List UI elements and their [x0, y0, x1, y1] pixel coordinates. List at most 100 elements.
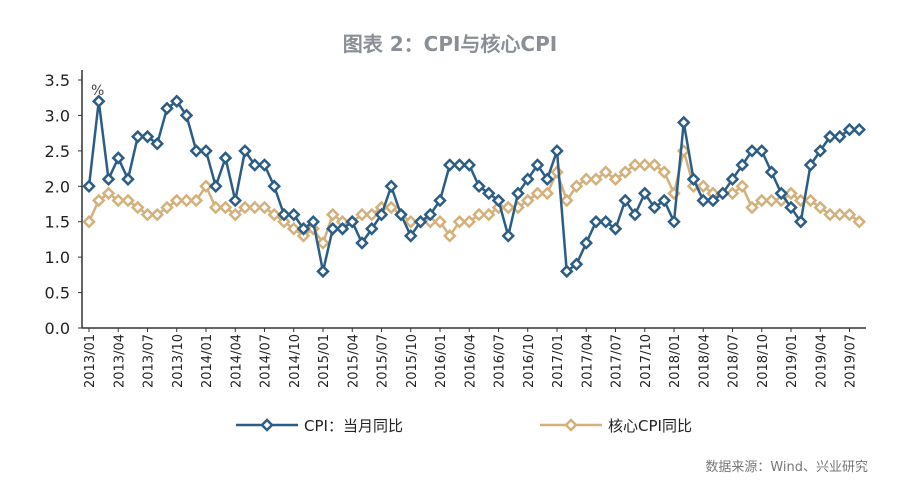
data-point [384, 179, 399, 194]
data-point [579, 236, 594, 250]
data-point [481, 186, 496, 201]
x-tick-label: 2018/04 [697, 334, 712, 388]
source-note: 数据来源：Wind、兴业研究 [705, 460, 868, 475]
data-point [667, 214, 681, 229]
x-tick-label: 2016/07 [493, 334, 508, 388]
x-tick-label: 2013/10 [171, 334, 186, 388]
data-point [696, 179, 711, 194]
data-point [364, 222, 379, 236]
data-point [589, 172, 603, 186]
x-tick-label: 2016/10 [522, 334, 537, 388]
data-point [462, 158, 477, 172]
data-point [813, 200, 828, 215]
data-point [82, 179, 96, 194]
data-point [530, 158, 545, 172]
x-tick-label: 2015/01 [317, 334, 332, 388]
data-point [286, 222, 301, 236]
data-point [160, 101, 174, 116]
data-point [472, 207, 486, 222]
data-point [491, 193, 506, 208]
data-point [82, 214, 96, 229]
data-point [150, 137, 165, 151]
data-point [160, 200, 174, 215]
x-tick-label: 2014/04 [229, 334, 244, 388]
data-point [140, 207, 155, 222]
data-point [101, 172, 116, 186]
data-point [394, 207, 408, 222]
x-tick-label: 2018/10 [756, 334, 771, 388]
data-point [598, 165, 613, 179]
data-point [169, 193, 184, 208]
data-point [842, 122, 857, 137]
x-tick-label: 2019/01 [785, 334, 800, 388]
x-tick-label: 2017/01 [551, 334, 566, 388]
data-point [296, 229, 311, 243]
data-point [676, 115, 691, 130]
chart-title: 图表 2：CPI与核心CPI [342, 32, 558, 56]
data-point [472, 179, 486, 194]
data-point [550, 165, 564, 179]
data-point [725, 172, 740, 186]
data-point [140, 129, 155, 144]
data-point [764, 165, 779, 179]
data-point [530, 186, 545, 201]
data-point [267, 179, 282, 194]
y-tick-label: 1.0 [45, 248, 70, 267]
data-point [637, 158, 652, 172]
data-point [735, 158, 750, 172]
x-tick-label: 2014/07 [259, 334, 274, 388]
data-point [335, 222, 350, 236]
data-point [569, 257, 584, 271]
data-point [306, 214, 321, 229]
data-point [764, 193, 779, 208]
x-tick-label: 2019/04 [814, 334, 829, 388]
legend-label: 核心CPI同比 [608, 417, 692, 435]
data-point [696, 193, 711, 208]
x-tick-label: 2015/10 [405, 334, 420, 388]
data-point [559, 193, 574, 208]
data-point [238, 144, 252, 158]
data-point [618, 193, 633, 208]
data-point [286, 207, 301, 222]
data-point [433, 193, 447, 208]
data-point [91, 193, 106, 208]
data-point [637, 186, 652, 201]
data-point [101, 186, 116, 201]
data-point [647, 158, 662, 172]
data-point [501, 200, 516, 215]
x-tick-label: 2016/04 [463, 334, 478, 388]
data-point [647, 200, 662, 215]
data-point [774, 186, 789, 201]
data-point [433, 214, 447, 229]
data-point [735, 179, 750, 194]
data-point [296, 222, 311, 236]
data-point [452, 214, 467, 229]
y-tick-label: 0.5 [45, 284, 70, 303]
data-point [423, 207, 438, 222]
x-tick-label: 2015/07 [376, 334, 391, 388]
data-point [228, 207, 243, 222]
series-0 [82, 94, 867, 279]
data-point [355, 236, 369, 250]
data-point [199, 179, 213, 194]
data-point [754, 193, 769, 208]
x-tick-label: 2016/01 [434, 334, 449, 388]
x-tick-label: 2014/01 [200, 334, 215, 388]
data-point [481, 207, 496, 222]
x-tick-label: 2017/07 [610, 334, 625, 388]
data-point [832, 129, 847, 144]
data-point [784, 186, 798, 201]
data-point [754, 144, 769, 158]
data-point [267, 207, 282, 222]
unit-label: % [91, 83, 104, 99]
data-point [579, 172, 594, 186]
data-point [130, 200, 145, 215]
data-point [442, 229, 457, 243]
data-point [364, 207, 379, 222]
data-point [657, 165, 672, 179]
data-point [374, 207, 389, 222]
data-point [589, 214, 603, 229]
data-point [842, 207, 857, 222]
data-point [355, 207, 369, 222]
data-point [618, 165, 633, 179]
